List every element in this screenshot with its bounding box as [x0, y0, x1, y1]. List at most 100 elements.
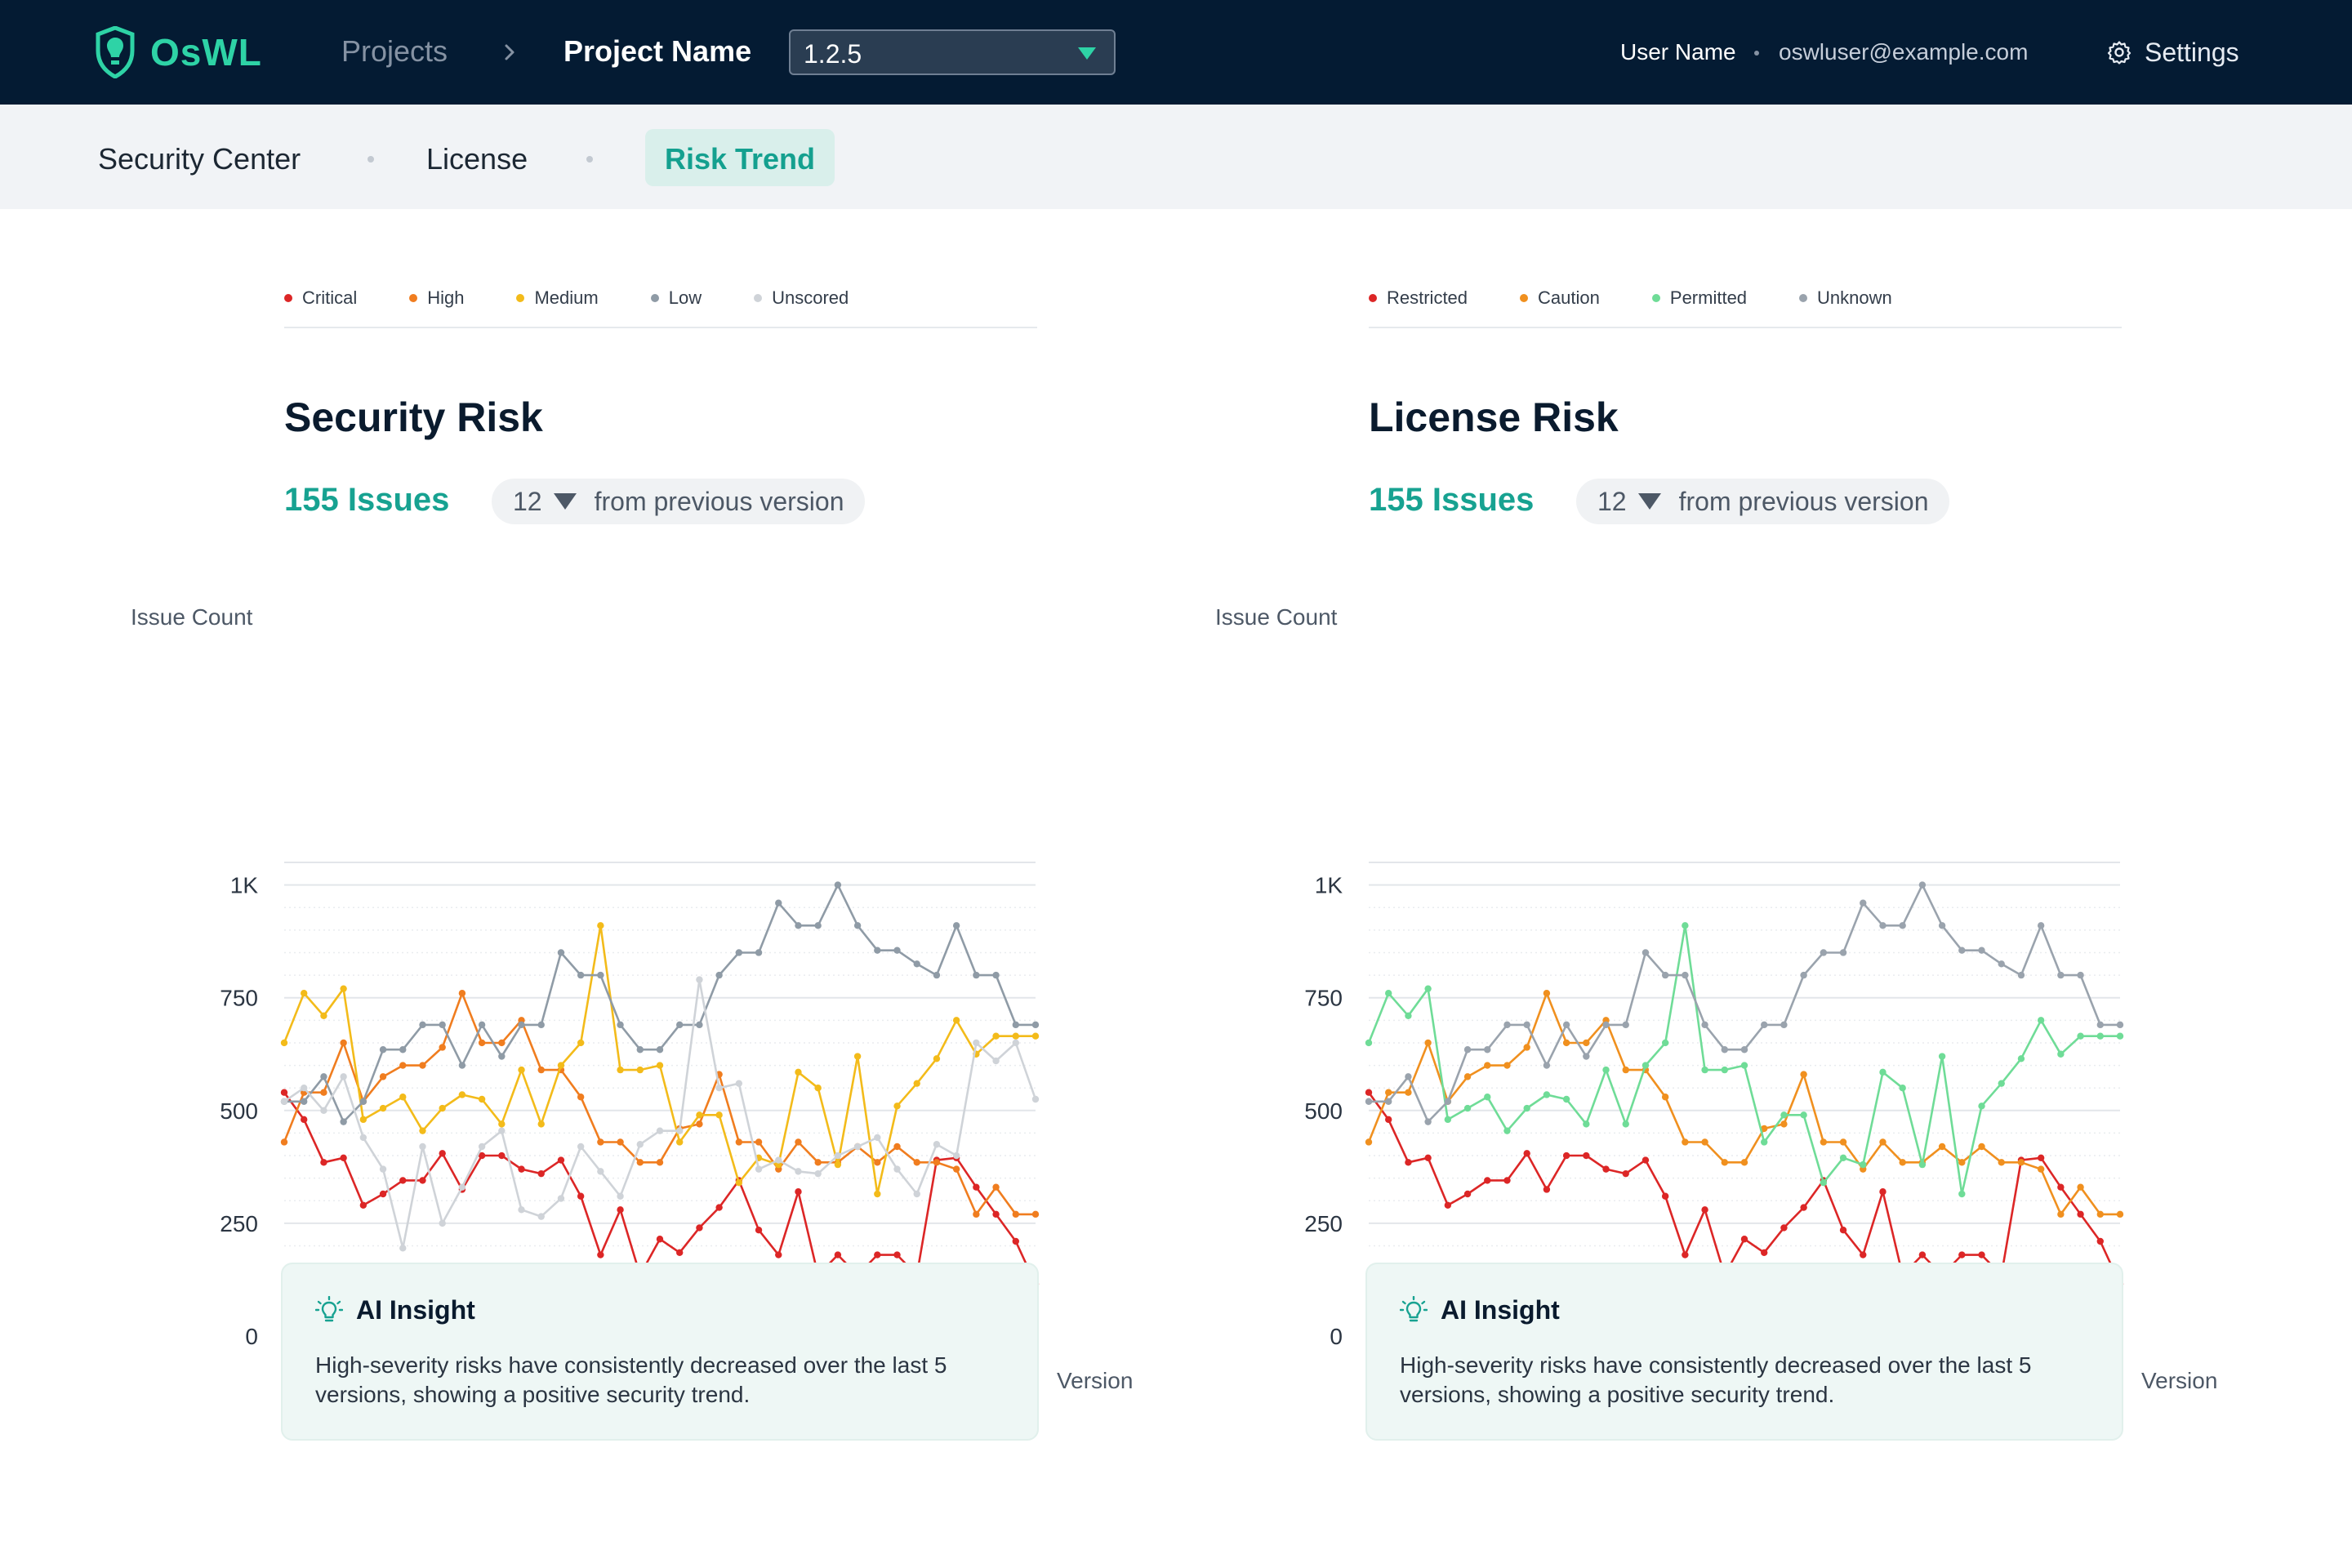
data-point — [1503, 1062, 1511, 1069]
data-point — [1365, 1089, 1373, 1096]
tab-security-center[interactable]: Security Center — [98, 142, 301, 176]
data-point — [676, 1249, 684, 1257]
data-point — [1463, 1073, 1472, 1080]
data-point — [617, 1066, 624, 1074]
data-point — [1978, 1251, 1985, 1258]
data-point — [795, 1188, 802, 1196]
legend-item-restricted[interactable]: Restricted — [1369, 287, 1468, 327]
data-point — [2017, 971, 2025, 979]
y-tick-label: 250 — [1304, 1211, 1343, 1236]
issue-count: 155 Issues — [1369, 482, 1535, 518]
data-point — [1405, 1073, 1412, 1080]
lightbulb-icon — [1400, 1295, 1428, 1321]
data-point — [419, 1177, 426, 1184]
data-point — [1938, 1053, 1946, 1060]
y-tick-label: 0 — [1330, 1324, 1343, 1349]
data-point — [1761, 1125, 1768, 1133]
legend-item-high[interactable]: High — [409, 287, 464, 327]
data-point — [1444, 1098, 1452, 1105]
data-point — [280, 1138, 288, 1146]
data-point — [617, 1206, 624, 1214]
y-tick-label: 1K — [1315, 873, 1343, 898]
data-point — [1820, 949, 1828, 956]
data-point — [755, 1138, 763, 1146]
data-point — [320, 1073, 327, 1080]
data-point — [2017, 1055, 2025, 1062]
data-point — [2096, 1021, 2104, 1029]
data-point — [1800, 1111, 1807, 1119]
data-point — [617, 1021, 624, 1029]
data-point — [1761, 1021, 1768, 1029]
data-point — [696, 1120, 703, 1128]
data-point — [992, 1210, 1000, 1218]
data-point — [2116, 1032, 2124, 1040]
legend-item-caution[interactable]: Caution — [1520, 287, 1600, 327]
data-point — [1622, 1066, 1629, 1074]
data-point — [1424, 985, 1432, 992]
data-point — [1998, 1080, 2005, 1087]
ai-insight-header: AI Insight — [315, 1295, 475, 1325]
data-point — [696, 1224, 703, 1232]
data-point — [478, 1152, 486, 1160]
legend-item-unscored[interactable]: Unscored — [754, 287, 849, 327]
data-point — [676, 1021, 684, 1029]
data-point — [834, 1152, 842, 1160]
data-point — [498, 1152, 506, 1160]
data-point — [280, 1039, 288, 1047]
version-select[interactable]: 1.2.5 — [789, 29, 1116, 75]
ai-insight-title: AI Insight — [1441, 1295, 1560, 1325]
data-point — [795, 1168, 802, 1175]
y-tick-label: 250 — [220, 1211, 258, 1236]
data-point — [359, 1098, 368, 1105]
legend-label: Medium — [534, 287, 599, 308]
data-point — [301, 1084, 308, 1092]
data-point — [1682, 1251, 1689, 1258]
data-point — [498, 1039, 506, 1047]
data-point — [1424, 1154, 1432, 1162]
legend-item-low[interactable]: Low — [650, 287, 702, 327]
series-caution — [1365, 989, 2124, 1218]
data-point — [2096, 1210, 2104, 1218]
data-point — [2096, 1032, 2104, 1040]
data-point — [1682, 922, 1689, 929]
version-select-value: 1.2.5 — [804, 39, 862, 69]
data-point — [301, 1098, 308, 1105]
data-point — [1978, 1143, 1985, 1151]
data-point — [795, 1138, 802, 1146]
data-point — [853, 1143, 862, 1151]
y-axis-label: Issue Count — [1215, 604, 1338, 630]
data-point — [2037, 1017, 2045, 1024]
user-name[interactable]: User Name — [1620, 39, 1736, 65]
data-point — [1484, 1094, 1491, 1101]
legend-item-medium[interactable]: Medium — [516, 287, 599, 327]
data-point — [992, 971, 1000, 979]
data-point — [735, 949, 743, 956]
data-point — [1365, 1039, 1373, 1047]
data-point — [617, 1192, 624, 1200]
data-point — [419, 1127, 426, 1134]
data-point — [696, 976, 703, 983]
data-point — [893, 1143, 901, 1151]
data-point — [537, 1066, 545, 1074]
data-point — [1800, 1204, 1807, 1211]
legend-label: Unscored — [772, 287, 849, 308]
data-point — [992, 1057, 1000, 1065]
data-point — [1879, 1068, 1886, 1076]
tab-license[interactable]: License — [426, 142, 528, 176]
data-point — [340, 1039, 347, 1047]
data-point — [893, 1251, 901, 1258]
data-point — [1860, 899, 1867, 906]
breadcrumb-projects-link[interactable]: Projects — [341, 34, 448, 68]
data-point — [320, 1107, 327, 1115]
legend-item-permitted[interactable]: Permitted — [1651, 287, 1747, 327]
app-logo[interactable]: OsWL — [95, 24, 262, 80]
legend-item-unknown[interactable]: Unknown — [1799, 287, 1892, 327]
settings-button[interactable]: Settings — [2107, 34, 2239, 70]
data-point — [913, 1190, 920, 1198]
tab-risk-trend[interactable]: Risk Trend — [645, 129, 835, 186]
legend-item-critical[interactable]: Critical — [284, 287, 357, 327]
data-point — [301, 989, 308, 997]
series-line — [1367, 924, 2120, 1196]
legend-dot — [1651, 294, 1660, 302]
settings-label: Settings — [2145, 37, 2239, 67]
